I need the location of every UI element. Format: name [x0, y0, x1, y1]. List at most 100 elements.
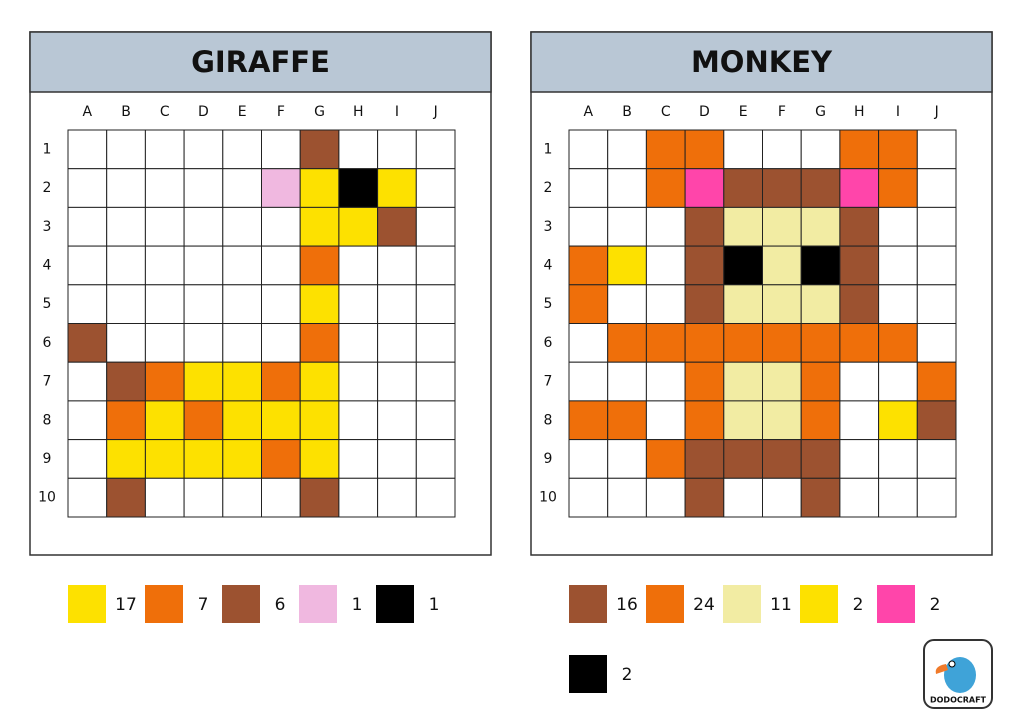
row-label: 7: [544, 374, 553, 390]
column-label: I: [395, 104, 399, 120]
grid-cell: [800, 168, 841, 208]
grid-cell: [878, 439, 918, 479]
grid-cell: [261, 323, 301, 363]
row-label: 8: [544, 412, 553, 428]
column-label: J: [934, 104, 939, 120]
column-label: D: [198, 104, 209, 120]
grid-cell: [645, 400, 686, 441]
grid-cell: [684, 477, 725, 518]
row-label: 2: [544, 180, 553, 196]
grid-cell: [723, 477, 763, 518]
legend-swatch: [68, 585, 106, 623]
row-label: 4: [43, 257, 52, 273]
column-label: E: [238, 104, 247, 120]
row-label: 9: [43, 451, 52, 467]
column-label: B: [622, 104, 632, 120]
column-label: I: [896, 104, 900, 120]
grid-cell: [568, 323, 609, 363]
grid-cell: [338, 245, 379, 286]
row-label: 6: [43, 335, 52, 351]
grid-cell: [568, 439, 609, 479]
grid-cell: [415, 361, 456, 402]
grid-cell: [222, 477, 263, 518]
grid-cell: [222, 129, 263, 170]
grid-cell: [916, 206, 957, 247]
grid-cell: [106, 206, 146, 247]
grid-cell: [607, 206, 647, 247]
column-label: G: [314, 104, 325, 120]
grid-cell: [684, 284, 725, 324]
legend-swatch: [569, 585, 607, 623]
column-label: A: [83, 104, 93, 120]
column-label: A: [584, 104, 594, 120]
grid-cell: [684, 439, 725, 479]
legend-count: 17: [115, 595, 137, 615]
panel-title: MONKEY: [691, 45, 833, 79]
legend-swatch: [222, 585, 260, 623]
legend-count: 24: [693, 595, 715, 615]
grid-cell: [299, 206, 340, 247]
grid-cell: [723, 168, 763, 208]
grid-cell: [762, 206, 802, 247]
grid-cell: [377, 477, 417, 518]
grid-cell: [684, 245, 725, 286]
grid-cell: [415, 400, 456, 441]
grid-cell: [645, 245, 686, 286]
grid-cell: [762, 129, 802, 170]
grid-cell: [645, 323, 686, 363]
grid-cell: [261, 168, 301, 208]
grid-cell: [916, 129, 957, 170]
row-label: 9: [544, 451, 553, 467]
grid-cell: [222, 323, 263, 363]
grid-cell: [800, 439, 841, 479]
grid-cell: [377, 439, 417, 479]
grid-cell: [878, 361, 918, 402]
grid-cell: [222, 284, 263, 324]
grid-cell: [183, 129, 224, 170]
grid-cell: [377, 284, 417, 324]
grid-cell: [67, 323, 108, 363]
grid-cell: [415, 439, 456, 479]
grid-cell: [684, 323, 725, 363]
grid-cell: [338, 400, 379, 441]
grid-cell: [222, 206, 263, 247]
legend-count: 1: [352, 595, 363, 615]
legend-count: 1: [429, 595, 440, 615]
grid-cell: [607, 245, 647, 286]
grid-cell: [261, 477, 301, 518]
grid-cell: [723, 400, 763, 441]
grid-cell: [261, 129, 301, 170]
grid-cell: [916, 245, 957, 286]
row-label: 7: [43, 374, 52, 390]
grid-cell: [183, 168, 224, 208]
grid-cell: [800, 245, 841, 286]
grid-cell: [878, 245, 918, 286]
grid-cell: [144, 323, 185, 363]
grid-cell: [762, 400, 802, 441]
logo: DODOCRAFT: [923, 639, 993, 709]
grid-cell: [377, 361, 417, 402]
legend-swatch: [145, 585, 183, 623]
grid-cell: [568, 361, 609, 402]
grid-cell: [839, 477, 880, 518]
legend-count: 2: [853, 595, 864, 615]
grid-cell: [67, 477, 108, 518]
grid-cell: [607, 439, 647, 479]
column-label: H: [854, 104, 865, 120]
column-label: H: [353, 104, 364, 120]
grid-cell: [415, 323, 456, 363]
grid-cell: [800, 129, 841, 170]
grid-cell: [106, 400, 146, 441]
grid-cell: [299, 284, 340, 324]
grid-cell: [106, 284, 146, 324]
grid-cell: [878, 400, 918, 441]
grid-cell: [723, 206, 763, 247]
grid-cell: [916, 323, 957, 363]
grid-cell: [144, 168, 185, 208]
grid-cell: [878, 323, 918, 363]
grid-cell: [222, 439, 263, 479]
grid-cell: [67, 129, 108, 170]
grid-cell: [607, 129, 647, 170]
grid-cell: [762, 361, 802, 402]
logo-bird: [944, 657, 976, 693]
